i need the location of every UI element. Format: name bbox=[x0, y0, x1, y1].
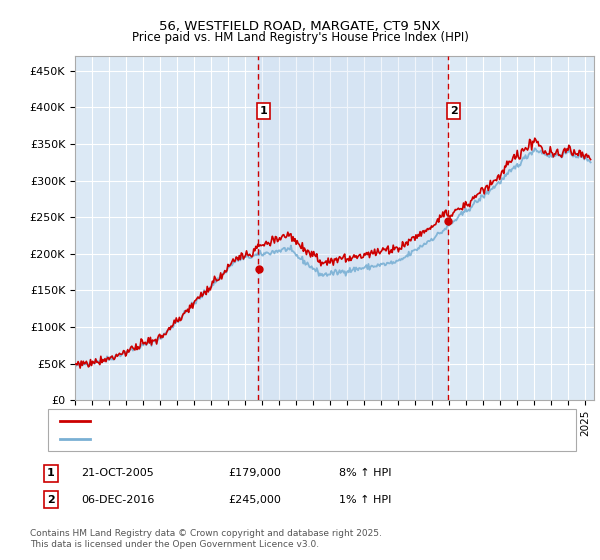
Text: 2: 2 bbox=[47, 494, 55, 505]
Text: £179,000: £179,000 bbox=[228, 468, 281, 478]
Text: 56, WESTFIELD ROAD, MARGATE, CT9 5NX (semi-detached house): 56, WESTFIELD ROAD, MARGATE, CT9 5NX (se… bbox=[93, 416, 437, 426]
Text: £245,000: £245,000 bbox=[228, 494, 281, 505]
Text: 8% ↑ HPI: 8% ↑ HPI bbox=[339, 468, 391, 478]
Text: Contains HM Land Registry data © Crown copyright and database right 2025.
This d: Contains HM Land Registry data © Crown c… bbox=[30, 529, 382, 549]
Text: 2: 2 bbox=[450, 106, 457, 116]
Text: Price paid vs. HM Land Registry's House Price Index (HPI): Price paid vs. HM Land Registry's House … bbox=[131, 31, 469, 44]
Text: 21-OCT-2005: 21-OCT-2005 bbox=[81, 468, 154, 478]
Text: HPI: Average price, semi-detached house, Thanet: HPI: Average price, semi-detached house,… bbox=[93, 434, 351, 444]
Text: 56, WESTFIELD ROAD, MARGATE, CT9 5NX: 56, WESTFIELD ROAD, MARGATE, CT9 5NX bbox=[160, 20, 440, 32]
Text: 1: 1 bbox=[47, 468, 55, 478]
Text: 06-DEC-2016: 06-DEC-2016 bbox=[81, 494, 154, 505]
Text: 1: 1 bbox=[260, 106, 268, 116]
Bar bbox=[258, 56, 448, 400]
Text: 1% ↑ HPI: 1% ↑ HPI bbox=[339, 494, 391, 505]
